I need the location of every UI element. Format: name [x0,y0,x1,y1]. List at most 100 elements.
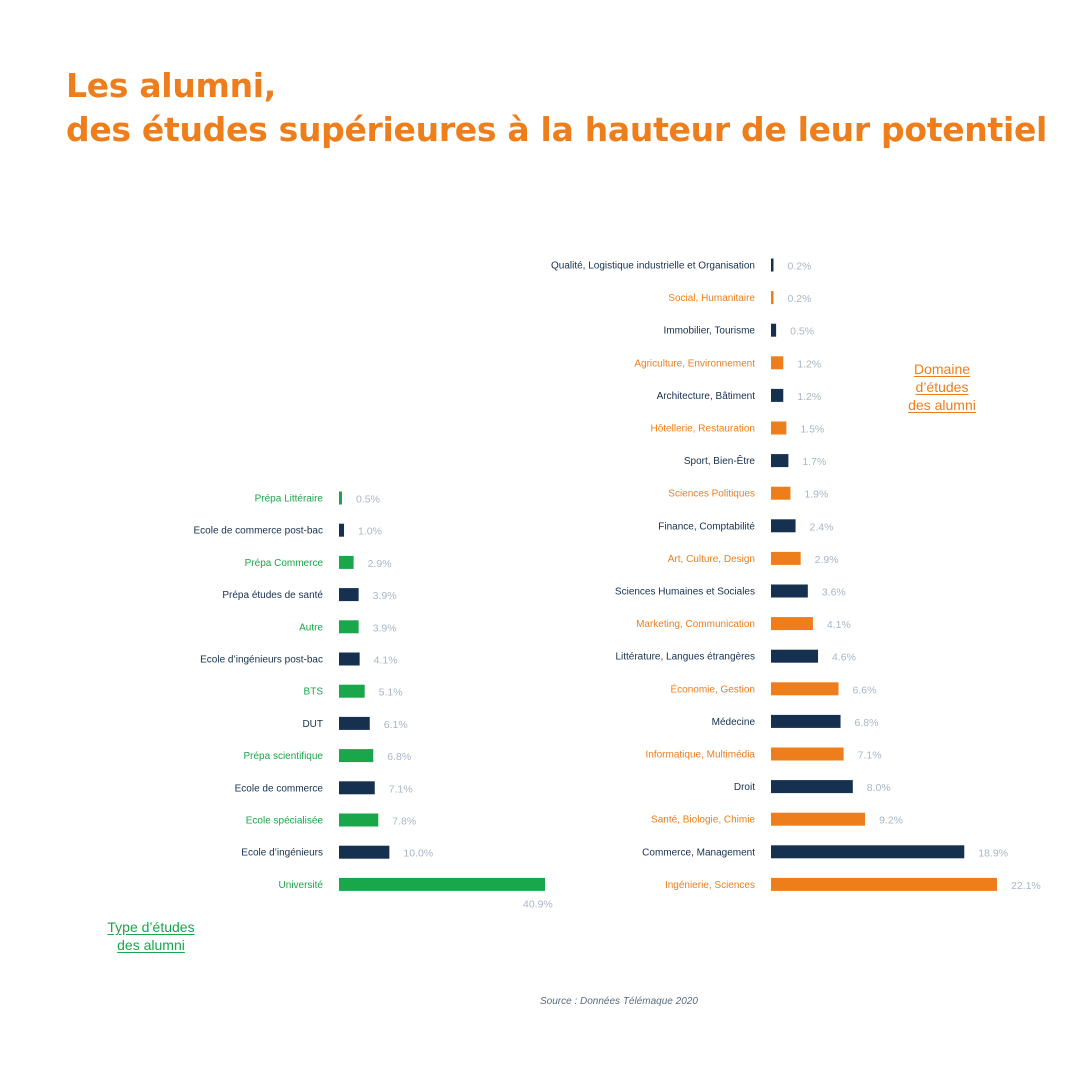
bar-sport-bien-etre [771,454,789,468]
bar-finance-comptabilite [771,519,796,533]
value-label-prepa-etudes-de-sante: 3.9% [373,590,397,602]
category-label-sciences-politiques: Sciences Politiques [668,489,755,500]
value-label-informatique-multimedia: 7.1% [858,750,882,762]
category-label-architecture-batiment: Architecture, Bâtiment [657,391,756,402]
category-label-finance-comptabilite: Finance, Comptabilité [658,521,755,532]
category-label-ecole-de-commerce-post-bac: Ecole de commerce post-bac [193,526,323,537]
value-label-bts: 5.1% [379,687,403,699]
category-label-prepa-litteraire: Prépa Littéraire [255,494,324,505]
bar-architecture-batiment [771,388,784,402]
bar-economie-gestion [771,682,839,696]
bar-ingenierie-sciences [771,877,997,891]
value-label-sciences-politiques: 1.9% [804,489,828,501]
legend-type-etudes: Type d’études des alumni [92,918,210,954]
category-label-immobilier-tourisme: Immobilier, Tourisme [663,326,755,337]
value-label-marketing-communication: 4.1% [827,619,851,631]
bar-ecole-d-ingenieurs [339,845,390,859]
value-label-commerce-management: 18.9% [978,847,1008,859]
category-label-dut: DUT [302,719,323,730]
category-label-prepa-etudes-de-sante: Prépa études de santé [222,590,323,601]
legend-type-line-2: des alumni [117,937,185,953]
bar-prepa-litteraire [339,491,342,505]
value-label-sport-bien-etre: 1.7% [802,456,826,468]
legend-domaine-line-1: Domaine [913,361,971,377]
bar-prepa-commerce [339,555,354,569]
bar-sciences-humaines-et-sociales [771,584,808,598]
category-label-prepa-scientifique: Prépa scientifique [244,751,324,762]
bar-droit [771,780,853,794]
category-label-ecole-de-commerce: Ecole de commerce [235,783,324,794]
bar-dut [339,716,370,730]
value-label-economie-gestion: 6.6% [852,684,876,696]
value-label-dut: 6.1% [384,719,408,731]
value-label-sante-biologie-chimie: 9.2% [879,815,903,827]
value-label-ecole-de-commerce: 7.1% [389,783,413,795]
bar-ecole-specialisee [339,813,379,827]
bar-autre [339,620,359,634]
category-label-autre: Autre [299,622,323,633]
value-label-qualite-logistique-industrielle-et-organisation: 0.2% [788,261,812,273]
value-label-ecole-d-ingenieurs-post-bac: 4.1% [374,655,398,667]
bar-hotellerie-restauration [771,421,787,435]
bar-immobilier-tourisme [771,323,777,337]
title-line-2: des études supérieures à la hauteur de l… [66,110,1048,149]
category-label-social-humanitaire: Social, Humanitaire [668,293,755,304]
bar-social-humanitaire [771,291,774,305]
value-label-architecture-batiment: 1.2% [797,391,821,403]
value-label-droit: 8.0% [867,782,891,794]
category-label-art-culture-design: Art, Culture, Design [668,554,755,565]
value-label-social-humanitaire: 0.2% [788,293,812,305]
category-label-droit: Droit [734,782,755,793]
bar-commerce-management [771,845,965,859]
category-label-ecole-d-ingenieurs: Ecole d’ingénieurs [241,848,323,859]
value-label-ecole-d-ingenieurs: 10.0% [403,848,433,860]
bar-art-culture-design [771,551,801,565]
value-label-immobilier-tourisme: 0.5% [790,326,814,338]
value-label-prepa-commerce: 2.9% [368,558,392,570]
bar-agriculture-environnement [771,356,784,370]
category-label-universite: Université [279,880,324,891]
bar-litterature-langues-etrangeres [771,649,819,663]
source-note: Source : Données Télémaque 2020 [540,996,698,1007]
category-label-hotellerie-restauration: Hôtellerie, Restauration [651,424,756,435]
bar-ecole-de-commerce-post-bac [339,523,345,537]
value-label-prepa-litteraire: 0.5% [356,494,380,506]
bar-ecole-de-commerce [339,781,375,795]
chart-domaine-etudes: Qualité, Logistique industrielle et Orga… [551,258,1041,892]
category-label-sport-bien-etre: Sport, Bien-Être [684,454,756,467]
bar-marketing-communication [771,617,813,631]
bar-sciences-politiques [771,486,791,500]
value-label-ecole-de-commerce-post-bac: 1.0% [358,526,382,538]
bar-ecole-d-ingenieurs-post-bac [339,652,360,666]
legend-domaine-line-2: d’études [915,379,969,395]
value-label-hotellerie-restauration: 1.5% [800,424,824,436]
value-label-universite: 40.9% [523,898,553,910]
category-label-qualite-logistique-industrielle-et-organisation: Qualité, Logistique industrielle et Orga… [551,261,755,272]
value-label-sciences-humaines-et-sociales: 3.6% [822,587,846,599]
legend-type-line-1: Type d’études [107,919,195,935]
bar-medecine [771,714,841,728]
category-label-agriculture-environnement: Agriculture, Environnement [634,358,755,369]
value-label-prepa-scientifique: 6.8% [387,751,411,763]
category-label-litterature-langues-etrangeres: Littérature, Langues étrangères [615,652,755,663]
category-label-commerce-management: Commerce, Management [642,847,755,858]
chart-type-etudes: Prépa Littéraire 0.5% Ecole de commerce po… [193,491,553,910]
category-label-medecine: Médecine [712,717,756,728]
category-label-ecole-d-ingenieurs-post-bac: Ecole d’ingénieurs post-bac [200,655,323,666]
category-label-ingenierie-sciences: Ingénierie, Sciences [665,880,755,891]
bar-bts [339,684,365,698]
bar-prepa-etudes-de-sante [339,588,359,602]
bar-prepa-scientifique [339,749,374,763]
category-label-sante-biologie-chimie: Santé, Biologie, Chimie [651,815,755,826]
value-label-agriculture-environnement: 1.2% [797,358,821,370]
legend-domaine-line-3: des alumni [908,397,976,413]
value-label-medecine: 6.8% [855,717,879,729]
category-label-marketing-communication: Marketing, Communication [636,619,755,630]
category-label-bts: BTS [304,687,324,698]
legend-domaine-etudes: Domaine d’études des alumni [890,360,994,414]
category-label-sciences-humaines-et-sociales: Sciences Humaines et Sociales [615,587,755,598]
value-label-ecole-specialisee: 7.8% [392,816,416,828]
bar-informatique-multimedia [771,747,844,761]
category-label-prepa-commerce: Prépa Commerce [245,558,324,569]
